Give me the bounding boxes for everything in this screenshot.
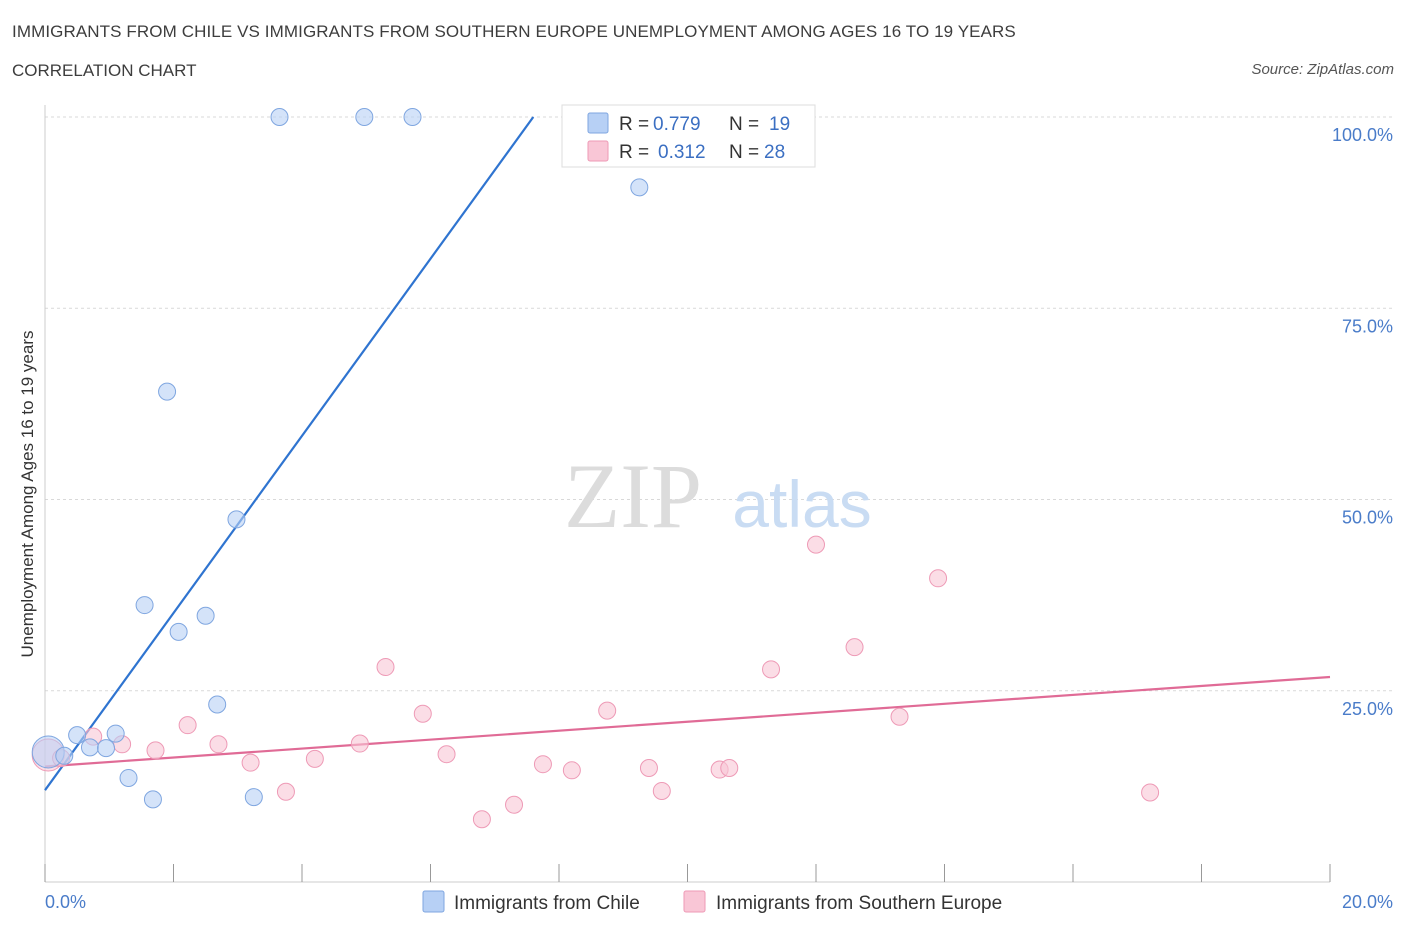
legend-stats: R = 0.779 N = 19 R = 0.312 N = 28 <box>561 104 816 168</box>
point-chile-7 <box>135 596 154 615</box>
point-chile-2 <box>68 726 87 745</box>
watermark-zip: ZIP <box>564 445 702 547</box>
legend-n-value-europe: 28 <box>764 142 785 163</box>
point-europe-27 <box>929 569 948 588</box>
point-europe-28 <box>1141 783 1160 802</box>
legend-r-label-europe: R = <box>619 142 649 163</box>
point-europe-10 <box>350 734 369 753</box>
point-chile-8 <box>143 790 162 809</box>
watermark-atlas: atlas <box>732 467 871 541</box>
grid-lines <box>45 116 1392 692</box>
trend-lines <box>44 116 1331 791</box>
point-europe-24 <box>807 535 825 554</box>
point-chile-3 <box>80 738 99 757</box>
point-chile-13 <box>227 510 246 529</box>
source-credit: Source: ZipAtlas.com <box>1251 61 1394 78</box>
point-europe-20 <box>652 781 671 800</box>
point-europe-26 <box>890 707 909 726</box>
point-europe-5 <box>178 716 197 735</box>
y-tick-label-25: 25.0% <box>1342 699 1393 719</box>
point-chile-17 <box>403 108 422 126</box>
point-europe-6 <box>209 735 228 754</box>
x-tick-label-max: 20.0% <box>1342 892 1393 912</box>
point-chile-15 <box>270 108 289 126</box>
trend-line-europe <box>44 675 1331 768</box>
point-chile-1 <box>55 746 74 765</box>
legend-r-label-chile: R = <box>619 114 649 135</box>
y-axis-title: Unemployment Among Ages 16 to 19 years <box>18 331 37 658</box>
point-chile-14 <box>244 788 263 807</box>
point-europe-19 <box>639 759 658 778</box>
data-points <box>31 108 1160 829</box>
y-tick-label-75: 75.0% <box>1342 316 1393 336</box>
legend-swatch-europe <box>587 140 609 162</box>
chart-subtitle: CORRELATION CHART <box>12 61 197 80</box>
legend-n-label-chile: N = <box>729 114 759 135</box>
point-europe-18 <box>598 701 617 720</box>
point-europe-8 <box>276 782 295 801</box>
point-europe-9 <box>305 749 324 768</box>
point-chile-6 <box>119 768 138 787</box>
point-chile-12 <box>208 695 227 714</box>
bottom-legend-swatch-chile <box>422 890 445 913</box>
point-europe-11 <box>376 658 395 677</box>
point-chile-9 <box>158 382 177 401</box>
watermark: ZIP atlas <box>564 445 872 547</box>
point-europe-7 <box>241 753 260 772</box>
point-europe-13 <box>437 745 456 764</box>
point-europe-17 <box>562 761 581 780</box>
point-chile-4 <box>97 739 116 758</box>
point-europe-16 <box>533 755 552 774</box>
point-europe-22 <box>720 759 739 778</box>
bottom-legend-label-chile: Immigrants from Chile <box>454 893 640 914</box>
point-chile-10 <box>169 622 188 641</box>
legend-r-value-europe: 0.312 <box>658 142 706 163</box>
point-europe-25 <box>845 638 864 657</box>
legend-n-label-europe: N = <box>729 142 759 163</box>
bottom-legend-label-europe: Immigrants from Southern Europe <box>716 893 1002 914</box>
legend-swatch-chile <box>587 112 609 134</box>
tick-labels: 25.0% 50.0% 75.0% 100.0% 0.0% 20.0% <box>45 125 1393 912</box>
legend-r-value-chile: 0.779 <box>653 114 701 135</box>
point-chile-16 <box>355 108 374 126</box>
point-chile-11 <box>196 606 215 625</box>
point-chile-5 <box>106 724 125 743</box>
point-chile-18 <box>630 178 649 197</box>
y-tick-label-100: 100.0% <box>1332 125 1393 145</box>
legend-n-value-chile: 19 <box>769 114 790 135</box>
point-europe-12 <box>413 704 432 723</box>
trend-line-chile <box>44 116 535 791</box>
point-europe-15 <box>505 795 524 814</box>
point-europe-4 <box>146 741 165 760</box>
bottom-legend-swatch-europe <box>683 890 706 913</box>
y-tick-label-50: 50.0% <box>1342 508 1393 528</box>
legend-series: Immigrants from Chile Immigrants from So… <box>422 890 1002 914</box>
chart-title: IMMIGRANTS FROM CHILE VS IMMIGRANTS FROM… <box>12 22 1016 41</box>
point-europe-23 <box>762 660 781 679</box>
x-tick-label-min: 0.0% <box>45 892 86 912</box>
point-europe-14 <box>472 810 491 829</box>
